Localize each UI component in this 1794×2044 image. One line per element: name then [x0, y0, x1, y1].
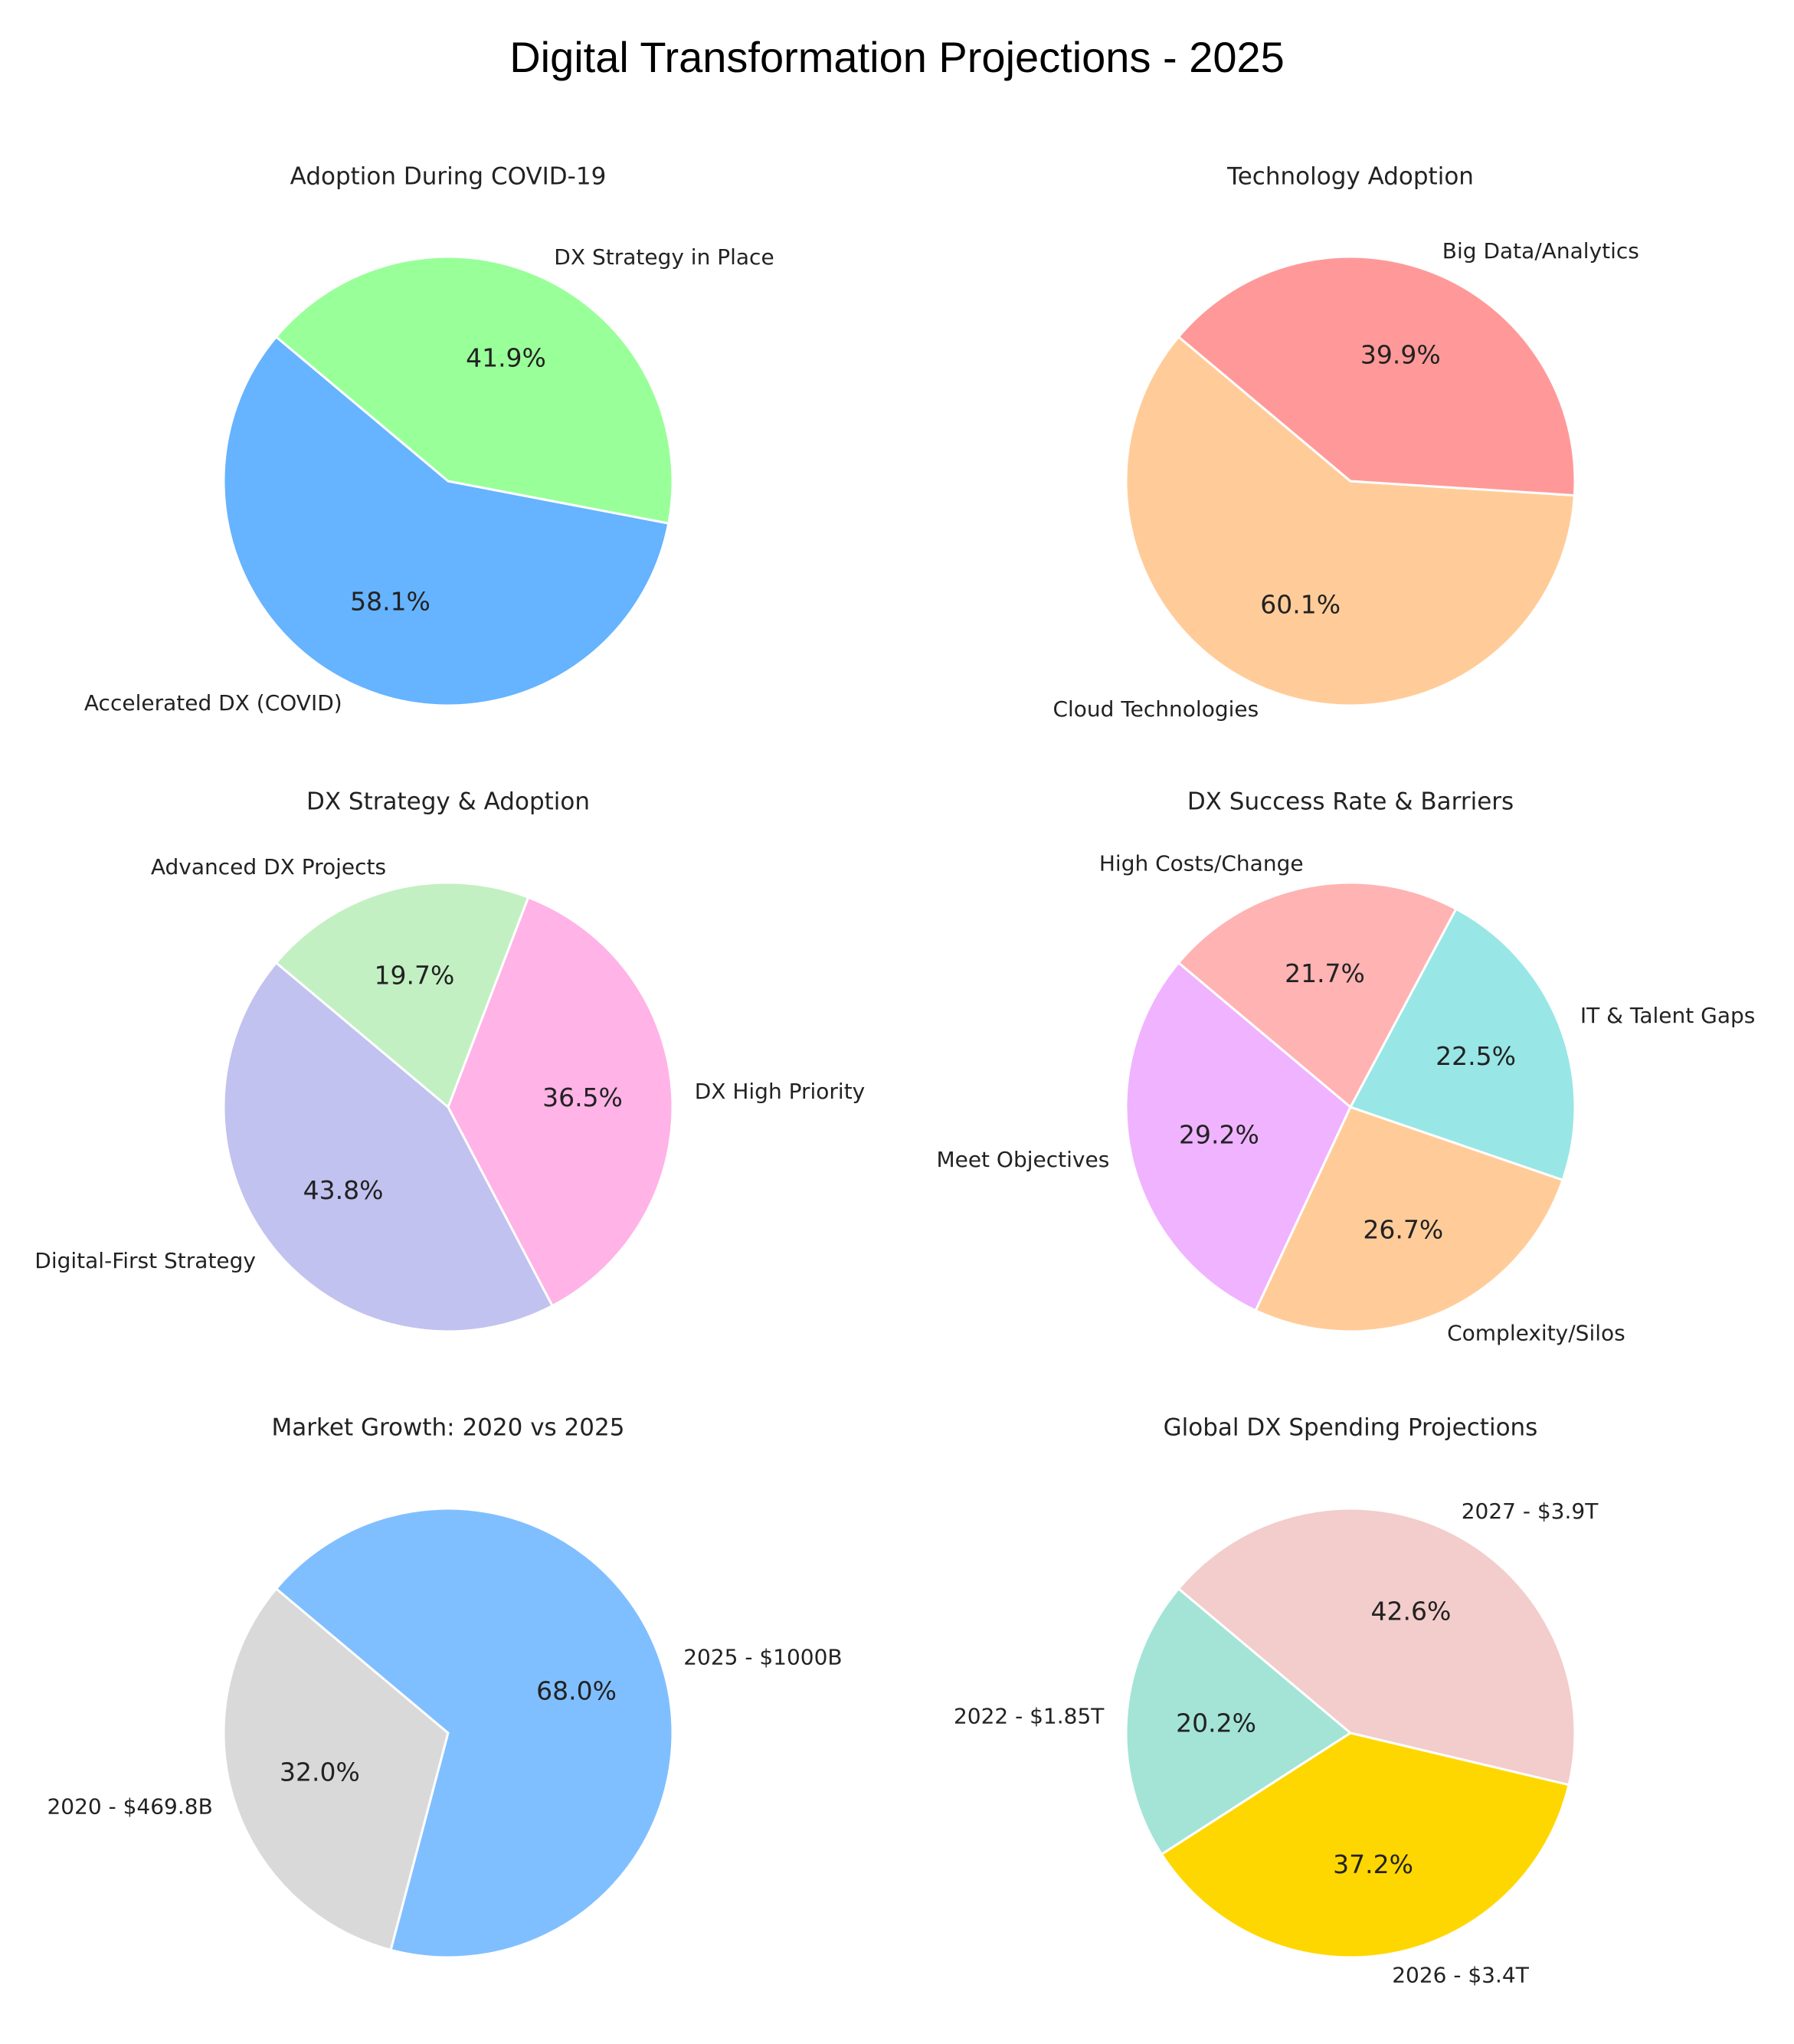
pie-slice — [274, 1507, 674, 1959]
pie-slice — [1125, 1587, 1353, 1856]
pie-slice — [222, 961, 555, 1333]
slice-percent-label: 21.7% — [1285, 958, 1365, 988]
slice-percent-label: 42.6% — [1370, 1596, 1451, 1626]
chart-title: DX Success Rate & Barriers — [1187, 788, 1514, 816]
slice-label: 2025 - $1000B — [683, 1645, 842, 1670]
slice-label: High Costs/Change — [1099, 851, 1304, 876]
pie-slice — [1177, 255, 1576, 497]
slice-label: 2022 - $1.85T — [954, 1704, 1105, 1729]
pie-slice — [274, 881, 530, 1109]
slice-label: Digital-First Strategy — [34, 1248, 256, 1273]
slice-label: DX Strategy in Place — [554, 244, 774, 270]
pie-slice — [222, 335, 670, 707]
slice-percent-label: 58.1% — [350, 586, 430, 616]
pie-slice — [222, 1587, 450, 1952]
chart-title: Market Growth: 2020 vs 2025 — [272, 1414, 625, 1442]
slice-label: Big Data/Analytics — [1442, 238, 1639, 264]
pie-chart-6: Global DX Spending Projections 2022 - $1.… — [954, 1414, 1599, 1988]
slice-percent-label: 43.8% — [303, 1175, 384, 1205]
pie-chart-3: DX Strategy & Adoption Digital-First Stra… — [34, 788, 866, 1333]
slice-label: IT & Talent Gaps — [1580, 1003, 1755, 1028]
slice-label: 2026 - $3.4T — [1392, 1963, 1530, 1988]
chart-title: DX Strategy & Adoption — [306, 788, 590, 816]
slice-percent-label: 60.1% — [1260, 590, 1341, 620]
slice-percent-label: 37.2% — [1333, 1849, 1413, 1879]
slice-label: Advanced DX Projects — [151, 854, 386, 880]
pie-slice — [274, 255, 674, 525]
slice-label: DX High Priority — [695, 1079, 866, 1104]
pie-slice — [447, 896, 674, 1308]
pie-slice — [1177, 881, 1458, 1109]
pie-slice — [1125, 961, 1352, 1312]
slice-percent-label: 39.9% — [1360, 339, 1441, 369]
pie-chart-1: Adoption During COVID-19 Accelerated DX (… — [84, 163, 774, 716]
pie-slice — [1254, 1106, 1565, 1333]
chart-title: Global DX Spending Projections — [1164, 1414, 1538, 1442]
slice-percent-label: 26.7% — [1363, 1214, 1443, 1244]
pie-slice — [1177, 1507, 1576, 1787]
pie-slice — [1160, 1731, 1570, 1959]
slice-label: Cloud Technologies — [1053, 696, 1259, 722]
slice-label: Meet Objectives — [936, 1147, 1109, 1172]
figure-title: Digital Transformation Projections - 202… — [509, 33, 1285, 81]
pie-chart-4: DX Success Rate & Barriers Meet Objective… — [936, 788, 1755, 1346]
slice-label: 2027 - $3.9T — [1462, 1499, 1599, 1524]
slice-percent-label: 68.0% — [536, 1675, 617, 1705]
chart-title: Technology Adoption — [1226, 163, 1474, 191]
slice-label: Complexity/Silos — [1447, 1321, 1625, 1346]
pie-slice — [1125, 335, 1576, 707]
pie-chart-5: Market Growth: 2020 vs 2025 2020 - $469.8… — [47, 1414, 843, 1959]
pie-chart-2: Technology Adoption Cloud Technologies 60.… — [1053, 163, 1638, 722]
slice-label: Accelerated DX (COVID) — [84, 690, 342, 716]
slice-percent-label: 20.2% — [1176, 1708, 1256, 1738]
slice-percent-label: 41.9% — [466, 343, 546, 373]
slice-percent-label: 22.5% — [1436, 1041, 1516, 1071]
chart-title: Adoption During COVID-19 — [290, 163, 607, 191]
slice-percent-label: 36.5% — [542, 1083, 623, 1112]
pie-slice — [1348, 907, 1576, 1182]
slice-percent-label: 19.7% — [374, 960, 454, 990]
slice-label: 2020 - $469.8B — [47, 1794, 212, 1820]
slice-percent-label: 32.0% — [280, 1757, 360, 1787]
slice-percent-label: 29.2% — [1179, 1120, 1259, 1150]
